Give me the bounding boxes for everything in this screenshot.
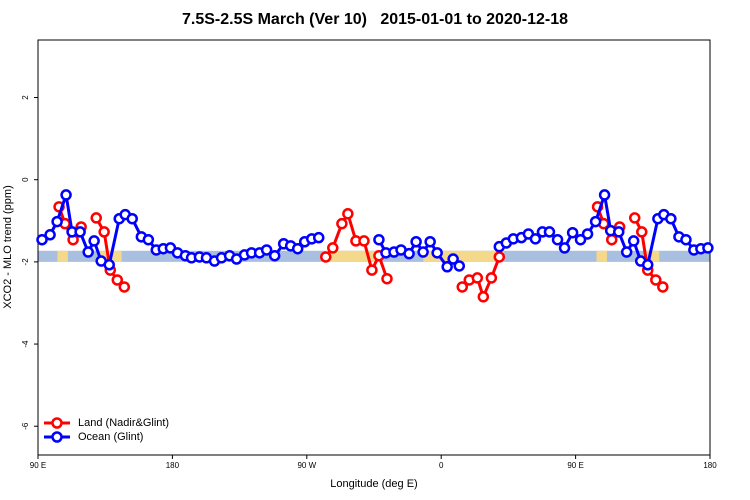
series-point (358, 235, 370, 247)
series-point (680, 233, 692, 246)
legend-label: Land (Nadir&Glint) (78, 417, 169, 429)
x-tick-label: 180 (166, 461, 180, 470)
land-span (596, 250, 607, 262)
series-point (477, 291, 490, 303)
plot-frame (37, 39, 711, 456)
series-point (613, 226, 625, 238)
series-point (320, 251, 332, 263)
series-point (366, 264, 378, 276)
legend-label: Ocean (Glint) (78, 431, 143, 443)
series-point (447, 253, 459, 265)
series-point (126, 212, 138, 225)
series-point (118, 281, 131, 293)
chart-title: 7.5S-2.5S March (Ver 10) 2015-01-01 to 2… (182, 11, 568, 28)
series-point (641, 259, 654, 271)
series-point (60, 189, 72, 201)
series-point (605, 233, 618, 246)
x-tick-label: 90 W (297, 461, 316, 470)
series-point (90, 212, 102, 224)
series-point (598, 189, 611, 201)
y-tick-label: -2 (21, 258, 30, 266)
y-tick-label: 0 (21, 177, 30, 182)
series-point (543, 226, 556, 238)
series-point (98, 226, 110, 238)
series-point (456, 281, 469, 293)
series-point (665, 212, 677, 225)
series-point (111, 274, 124, 286)
series-point (485, 272, 498, 284)
y-tick-label: 2 (21, 95, 30, 100)
series-point (88, 235, 100, 247)
y-tick-label: -6 (21, 422, 30, 430)
legend-marker (51, 431, 63, 443)
series-point (424, 235, 436, 248)
series-point (312, 231, 325, 244)
x-tick-label: 90 E (30, 461, 46, 470)
series-point (82, 246, 94, 258)
series-point (558, 242, 571, 254)
series-point (581, 228, 594, 240)
series-point (373, 233, 385, 246)
x-axis-label: Longitude (deg E) (330, 478, 417, 490)
series-point (657, 281, 669, 293)
series-point (636, 226, 648, 238)
land-span (644, 250, 660, 262)
series-point (268, 249, 281, 262)
series-point (417, 246, 429, 258)
x-tick-label: 180 (703, 461, 717, 470)
series-point (650, 274, 662, 286)
series-point (574, 233, 587, 246)
series-point (142, 233, 155, 246)
series-point (529, 233, 542, 245)
series-point (566, 226, 579, 239)
series-point (381, 272, 393, 285)
series-point (493, 251, 506, 263)
series-point (441, 261, 453, 273)
series-point (342, 208, 354, 220)
series-point (103, 259, 115, 271)
series-point (260, 244, 273, 256)
x-tick-label: 0 (439, 461, 444, 470)
x-tick-label: 90 E (567, 461, 583, 470)
series-point (44, 229, 56, 241)
series-point (628, 212, 641, 224)
land-span (57, 250, 68, 262)
y-axis-label: XCO2 - MLO trend (ppm) (2, 185, 14, 308)
land-span (326, 250, 382, 262)
series-point (702, 242, 714, 254)
series-point (620, 246, 633, 258)
series-point (431, 247, 443, 259)
series-point (471, 272, 484, 284)
series-point (327, 242, 339, 254)
series-point (336, 217, 348, 230)
land-span (423, 250, 504, 262)
series-point (410, 235, 422, 248)
series-point (453, 260, 466, 272)
series-point (51, 215, 63, 228)
series-point (403, 247, 415, 260)
series-point (291, 242, 304, 255)
series-point (551, 233, 564, 246)
series-point (74, 226, 86, 238)
y-tick-label: -4 (21, 340, 30, 348)
series-point (589, 215, 602, 228)
series-point (627, 235, 640, 247)
legend-marker (51, 417, 63, 429)
series-point (36, 233, 48, 246)
